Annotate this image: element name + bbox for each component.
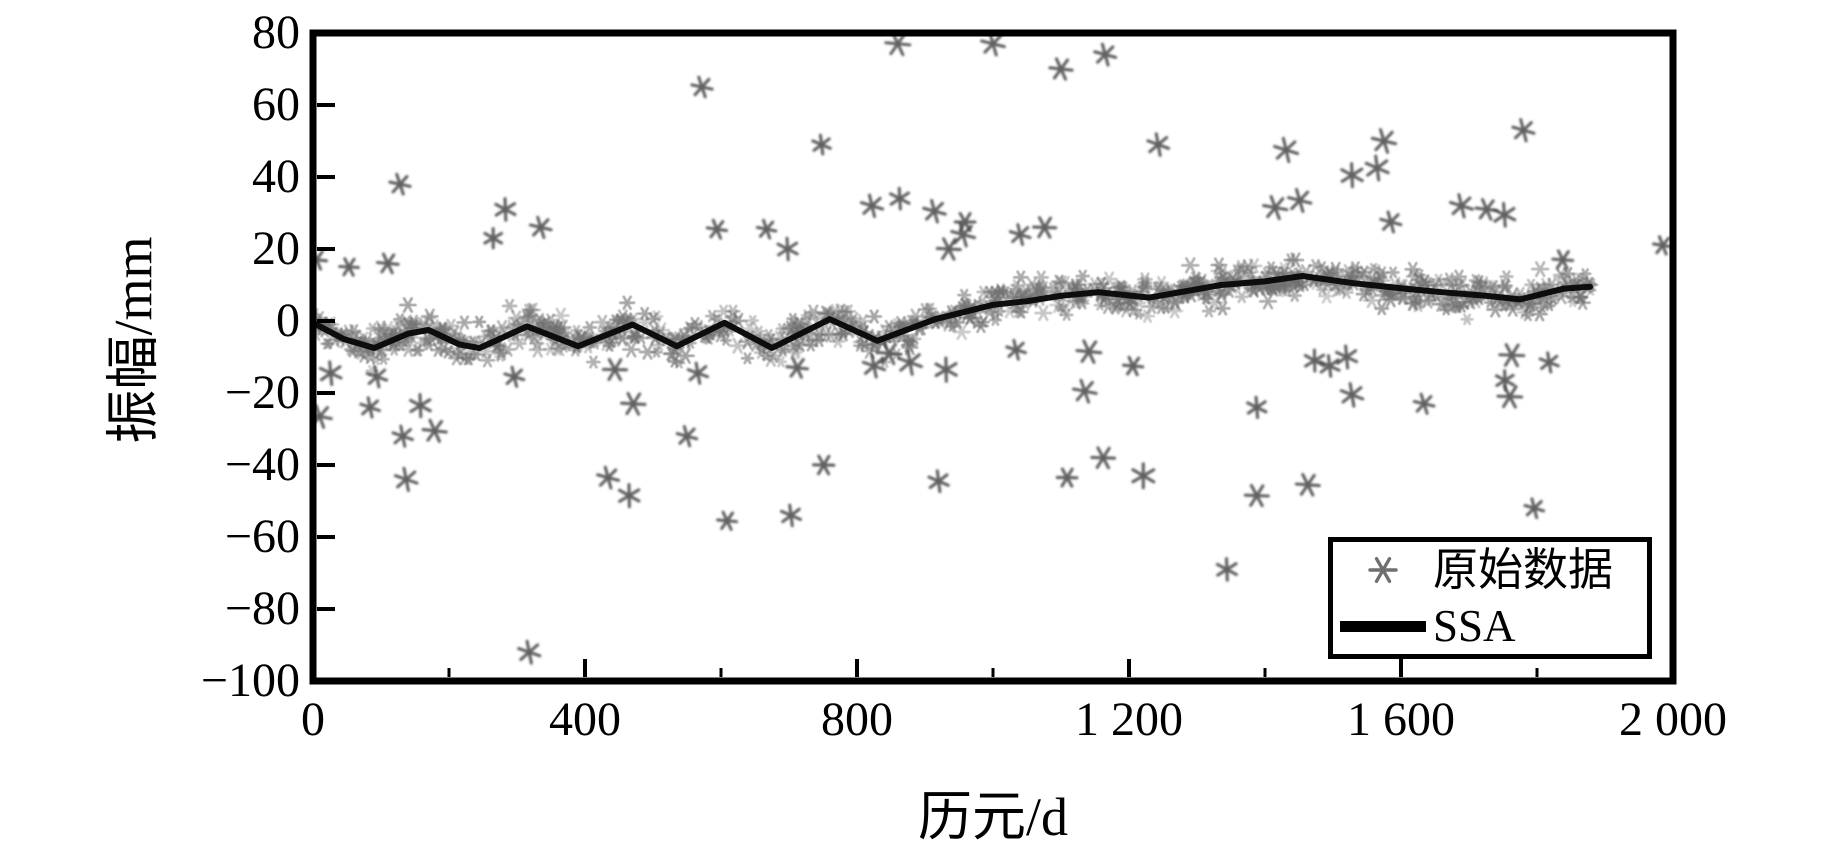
- x-tick-label: 0: [301, 693, 325, 746]
- legend-label-raw-data: 原始数据: [1433, 544, 1614, 595]
- y-tick-label: 80: [252, 6, 300, 59]
- plot-border: [309, 29, 1677, 685]
- y-tick-label: 20: [252, 222, 300, 275]
- asterisk-marker-icon: [1333, 553, 1433, 587]
- x-tick-label: 1 600: [1347, 693, 1455, 746]
- y-tick-label: −20: [224, 366, 300, 419]
- y-tick-label: 0: [276, 294, 300, 347]
- x-axis-label: 历元/d: [917, 787, 1069, 847]
- y-tick-label: 60: [252, 78, 300, 131]
- y-axis-label: 振幅/mm: [103, 236, 164, 444]
- y-tick-label: −40: [224, 438, 300, 491]
- y-tick-label: −60: [224, 510, 300, 563]
- ssa-line: [313, 273, 1593, 351]
- legend-item-ssa: SSA: [1333, 598, 1647, 654]
- x-tick-label: 2 000: [1619, 693, 1727, 746]
- x-tick-label: 400: [549, 693, 621, 746]
- x-tick-label: 1 200: [1075, 693, 1183, 746]
- legend-label-ssa: SSA: [1433, 600, 1516, 651]
- y-tick-label: 40: [252, 150, 300, 203]
- line-marker-icon: [1333, 620, 1433, 632]
- legend-item-raw-data: 原始数据: [1333, 542, 1647, 598]
- x-tick-label: 800: [821, 693, 893, 746]
- y-tick-label: −100: [200, 654, 300, 707]
- y-tick-label: −80: [224, 582, 300, 635]
- legend: 原始数据 SSA: [1328, 537, 1652, 659]
- axis-ticks: [311, 31, 1675, 683]
